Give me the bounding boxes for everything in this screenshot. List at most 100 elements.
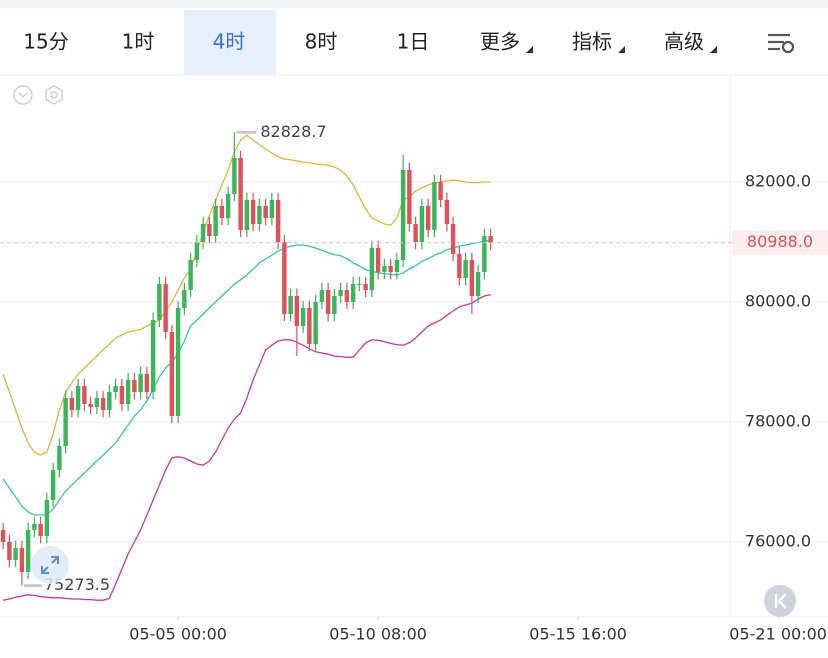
candle-body	[363, 283, 368, 290]
candle-body	[125, 379, 131, 404]
candle-body	[132, 379, 137, 392]
candle-body	[7, 541, 12, 560]
toolbar: 15分 1时 4时 8时 1日 更多 指标 高级	[23, 30, 704, 54]
candle-body	[44, 499, 50, 536]
candle-body	[207, 223, 212, 236]
x-tick-label: 05-15 16:00	[529, 625, 627, 644]
candle-body	[482, 235, 487, 272]
status-strip	[0, 0, 828, 8]
back-icon	[774, 593, 787, 609]
candle-body	[38, 523, 43, 536]
candle-body	[444, 199, 450, 224]
dropdown-arrow	[526, 46, 533, 53]
x-tick-label: 05-21 00:00	[729, 625, 827, 644]
dropdown-arrow	[710, 46, 717, 53]
candle-body	[238, 157, 243, 230]
candle-body	[475, 271, 481, 296]
candle-body	[213, 205, 218, 236]
candle-body	[263, 205, 268, 218]
last-price-label: 80988.0	[747, 232, 813, 251]
candle-body	[232, 157, 237, 194]
candle-body	[463, 259, 468, 278]
tab-label[interactable]: 更多	[480, 30, 520, 54]
tab-label[interactable]: 4时	[213, 30, 246, 54]
tab-label[interactable]: 1日	[397, 30, 430, 54]
collapse-chevron	[18, 92, 28, 98]
indicator-settings-icon[interactable]	[45, 85, 63, 105]
candle-body	[57, 445, 62, 470]
tab-label[interactable]: 高级	[664, 30, 704, 54]
candle-body	[157, 283, 162, 320]
candle-body	[169, 331, 175, 416]
band-line	[3, 294, 491, 601]
last-price-box	[732, 230, 828, 255]
candle-body	[438, 181, 443, 200]
tab-label[interactable]: 指标	[572, 30, 612, 54]
candle-body	[419, 205, 425, 242]
candle-body	[200, 223, 206, 242]
settings-icon[interactable]	[768, 33, 795, 54]
x-tick-label: 05-05 00:00	[129, 625, 227, 644]
candle-body	[0, 529, 6, 542]
candle-body	[294, 295, 300, 326]
tab-label[interactable]: 8时	[305, 30, 338, 54]
candle-body	[288, 295, 293, 314]
candle-body	[400, 169, 406, 260]
candle-body	[275, 199, 281, 242]
candle-body	[313, 301, 318, 344]
y-tick-label: 78000.0	[745, 411, 811, 430]
candle-body	[375, 247, 381, 272]
candle-body	[282, 241, 287, 314]
candle-body	[369, 247, 375, 290]
band-line	[2, 239, 491, 516]
candle-body	[338, 289, 343, 296]
candle-body	[425, 205, 431, 230]
candle-body	[457, 253, 462, 278]
candle-body	[13, 547, 18, 560]
candle-body	[94, 397, 100, 407]
candle-body	[413, 223, 418, 242]
candle-body	[219, 205, 225, 218]
candle-body	[469, 259, 475, 296]
candle-body	[244, 199, 250, 230]
candle-body	[113, 385, 118, 392]
tab-label[interactable]: 15分	[23, 30, 68, 54]
candle-body	[63, 397, 68, 446]
candle-body	[88, 403, 93, 407]
tab-label[interactable]: 1时	[122, 30, 155, 54]
candle-body	[188, 259, 193, 290]
candle-body	[75, 385, 81, 410]
candle-body	[194, 241, 200, 260]
collapse-icon[interactable]	[13, 85, 33, 105]
candle-body	[138, 373, 143, 392]
candle-body	[332, 295, 337, 314]
candle-body	[350, 283, 356, 302]
candle-body	[388, 265, 393, 272]
candle-body	[319, 289, 325, 302]
candle-body	[300, 307, 306, 326]
selected-tab-bg	[184, 10, 276, 75]
candle-body	[69, 397, 75, 410]
candle-body	[25, 529, 31, 572]
candle-body	[150, 319, 156, 392]
plot: 76000.0 78000.0 80000.0 82000.0 05-05 00:00 0…	[0, 122, 828, 644]
candle-body	[250, 199, 256, 224]
x-tick-label: 05-10 08:00	[329, 625, 427, 644]
expand-button[interactable]	[31, 546, 69, 584]
candle-body	[144, 373, 150, 392]
y-tick-label: 82000.0	[745, 171, 811, 190]
y-tick-label: 76000.0	[745, 531, 811, 550]
candle-body	[19, 547, 25, 572]
candle-body	[307, 307, 312, 344]
candle-body	[382, 265, 387, 272]
candle-body	[325, 289, 331, 314]
candle-body	[450, 223, 456, 254]
candle-body	[119, 385, 125, 404]
candle-body	[50, 469, 56, 500]
candle-body	[182, 289, 187, 308]
candle-body	[357, 283, 362, 285]
candle-body	[82, 385, 87, 404]
candle-body	[394, 259, 400, 272]
